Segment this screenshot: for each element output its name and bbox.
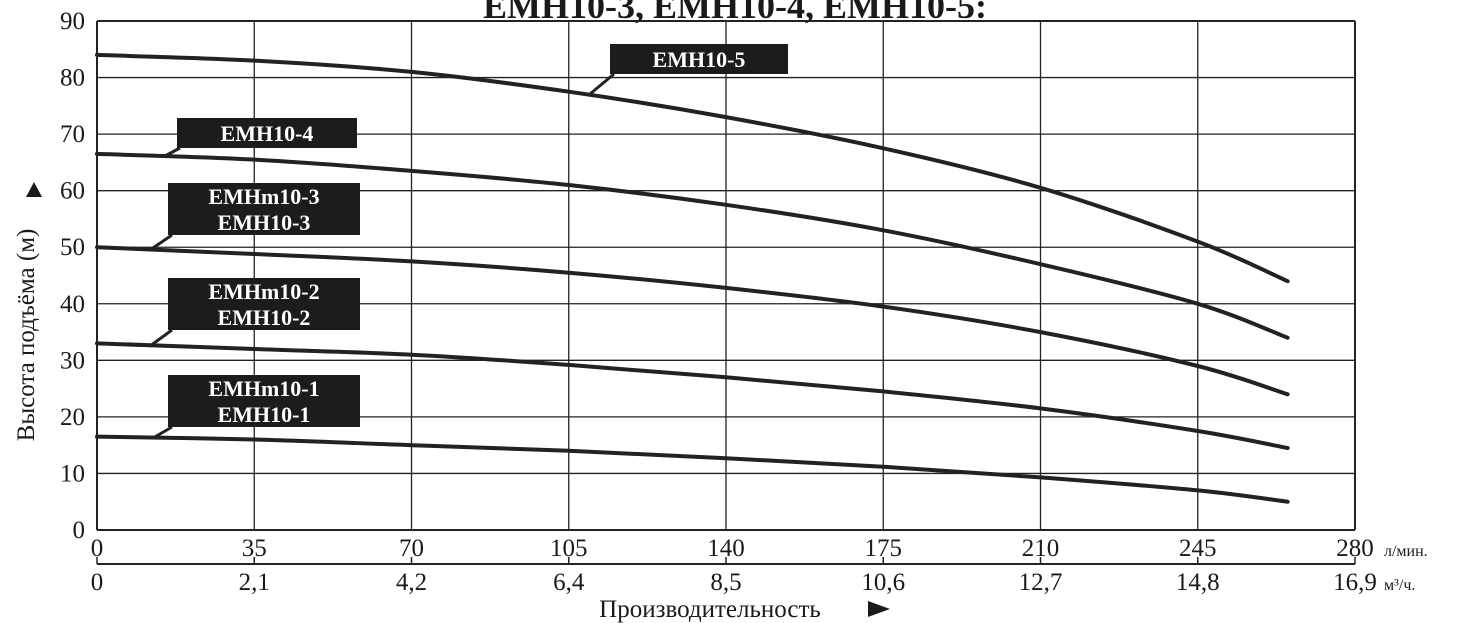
series-tag-label: EMH10-2 [218,305,311,330]
x-tick-label-secondary: 6,4 [553,569,585,596]
x-tick-label-primary: 210 [1022,535,1060,562]
x-tick-label-secondary: 10,6 [861,569,905,596]
grid [96,20,1356,565]
y-tick-label: 70 [60,121,85,148]
x-tick-label-primary: 280 [1336,535,1374,562]
series-tag-label: EMHm10-2 [208,279,319,304]
y-axis-label: Высота подъёма (м) [13,229,40,442]
series-tag-label: EMHm10-1 [208,376,319,401]
curves [95,52,1290,504]
x-tick-labels: 0 35 70 105 140 175 210 245 280 0 2,1 4,2 6,4 8,5 10,6… [91,535,1377,596]
x-axis-arrow-icon [868,601,890,617]
series-tag-label: EMH10-1 [218,402,311,427]
y-tick-labels: 0 10 20 30 40 50 60 70 80 90 [60,8,85,544]
y-tick-label: 50 [60,234,85,261]
x-tick-label-primary: 35 [242,535,267,562]
x-tick-label-secondary: 2,1 [239,569,270,596]
x-unit-secondary: м³/ч. [1384,577,1415,594]
series-line [95,434,1290,504]
x-tick-label-secondary: 16,9 [1333,569,1377,596]
tag-leader-line [149,328,173,348]
y-tick-label: 90 [60,8,85,35]
x-tick-label-secondary: 0 [91,569,104,596]
x-tick-label-secondary: 14,8 [1176,569,1220,596]
series-tag-box [168,278,360,330]
series-line [95,151,1290,340]
series-tag-label: EMHm10-3 [208,184,319,209]
y-tick-label: 20 [60,404,85,431]
series-tag-box [168,183,360,235]
series-line [95,245,1290,397]
series-tag-label: EMH10-5 [653,47,746,72]
series-tag-label: EMH10-4 [221,121,314,146]
x-tick-label-primary: 140 [707,535,745,562]
series-line [95,52,1290,284]
tag-leader-line [149,233,173,252]
x-tick-label-primary: 175 [865,535,903,562]
y-tick-label: 40 [60,291,85,318]
x-tick-label-primary: 0 [91,535,104,562]
tag-leader-line [589,72,615,96]
y-tick-label: 80 [60,65,85,92]
tag-leader-line [152,425,173,440]
x-axis-label: Производительность [599,596,821,623]
series-tag-label: EMH10-3 [218,210,311,235]
tag-leader-line [164,146,181,158]
x-tick-label-primary: 70 [399,535,424,562]
series-tags: EMH10-5EMH10-4EMHm10-3EMH10-3EMHm10-2EMH… [149,44,788,440]
y-tick-label: 10 [60,460,85,487]
y-tick-label: 30 [60,347,85,374]
y-tick-label: 60 [60,178,85,205]
series-tag-box [177,118,357,148]
x-tick-label-primary: 245 [1179,535,1217,562]
y-tick-label: 0 [73,517,86,544]
series-tag-box [610,44,788,74]
series-line [95,341,1290,450]
y-axis-arrow-icon [26,182,42,197]
x-tick-label-secondary: 4,2 [396,569,427,596]
series-tag-box [168,375,360,427]
x-tick-label-secondary: 8,5 [710,569,741,596]
x-unit-primary: л/мин. [1384,543,1428,560]
x-tick-label-secondary: 12,7 [1019,569,1063,596]
chart-title: EMH10-3, EMH10-4, EMH10-5: [483,0,987,26]
x-tick-label-primary: 105 [550,535,588,562]
